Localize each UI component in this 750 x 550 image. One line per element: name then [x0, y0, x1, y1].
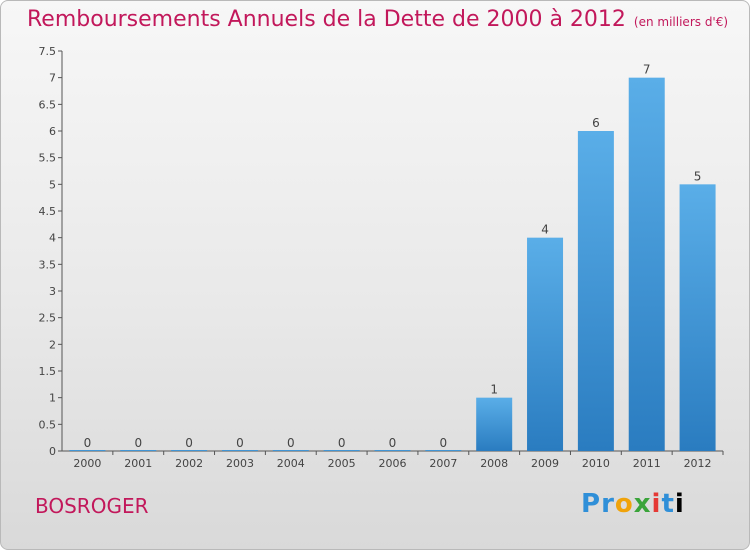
x-tick-label: 2000 [73, 457, 101, 470]
bar [679, 184, 716, 452]
x-tick-label: 2002 [175, 457, 203, 470]
bar [120, 450, 157, 451]
data-label: 0 [338, 436, 346, 450]
data-label: 5 [694, 169, 702, 183]
x-tick-label: 2006 [379, 457, 407, 470]
x-tick-label: 2004 [277, 457, 305, 470]
y-tick-label: 3 [49, 285, 56, 298]
logo-letter: i [651, 489, 662, 519]
y-tick-label: 4 [49, 232, 56, 245]
chart-title-main: Remboursements Annuels de la Dette de 20… [27, 7, 626, 32]
y-tick-label: 1 [49, 392, 56, 405]
bar [323, 450, 360, 451]
x-tick-label: 2010 [582, 457, 610, 470]
logo-letter: t [661, 489, 675, 519]
data-label: 0 [236, 436, 244, 450]
data-label: 0 [134, 436, 142, 450]
x-tick-label: 2005 [328, 457, 356, 470]
y-tick-label: 6.5 [39, 98, 57, 111]
bar [628, 77, 665, 452]
data-label: 0 [185, 436, 193, 450]
proxiti-logo: Proxiti [581, 489, 685, 519]
logo-letter: P [581, 489, 602, 519]
x-tick-label: 2003 [226, 457, 254, 470]
data-label: 0 [287, 436, 295, 450]
y-tick-label: 3.5 [39, 258, 57, 271]
y-tick-label: 0.5 [39, 418, 57, 431]
data-label: 6 [592, 116, 600, 130]
y-tick-label: 4.5 [39, 205, 57, 218]
bar [374, 450, 411, 451]
commune-name: BOSROGER [35, 494, 149, 518]
x-tick-label: 2001 [124, 457, 152, 470]
logo-letter: r [601, 489, 615, 519]
chart-title-unit: (en milliers d'€) [633, 15, 729, 29]
data-label: 1 [490, 383, 498, 397]
data-label: 0 [440, 436, 448, 450]
y-tick-label: 7.5 [39, 45, 57, 58]
y-tick-label: 6 [49, 125, 56, 138]
x-tick-label: 2008 [480, 457, 508, 470]
logo-letter: x [633, 489, 652, 519]
data-label: 0 [84, 436, 92, 450]
logo-letter: o [614, 489, 634, 519]
data-label: 7 [643, 63, 651, 77]
y-tick-label: 2 [49, 338, 56, 351]
y-tick-label: 1.5 [39, 365, 57, 378]
bar [221, 450, 258, 451]
chart-title: Remboursements Annuels de la Dette de 20… [27, 7, 728, 32]
y-tick-label: 0 [49, 445, 56, 458]
y-tick-label: 5 [49, 178, 56, 191]
bar [476, 397, 513, 451]
logo-letter: i [674, 489, 685, 519]
x-tick-label: 2012 [684, 457, 712, 470]
bar [527, 237, 564, 451]
data-label: 4 [541, 223, 549, 237]
bar [171, 450, 208, 451]
y-tick-label: 5.5 [39, 152, 57, 165]
bars: 0 0 0 0 0 0 0 0 1 4 6 7 5 [69, 63, 716, 452]
y-tick-label: 7 [49, 72, 56, 85]
bar [272, 450, 309, 451]
x-tick-label: 2011 [633, 457, 661, 470]
axes: 0 0.5 1 1.5 2 2.5 3 3.5 4 4.5 5 5.5 6 6.5 7 7.5 2000 2001… [39, 45, 724, 470]
bar [577, 131, 614, 451]
bar [425, 450, 462, 451]
bar [69, 450, 106, 451]
x-tick-label: 2007 [429, 457, 457, 470]
y-tick-label: 2.5 [39, 312, 57, 325]
data-label: 0 [389, 436, 397, 450]
x-tick-label: 2009 [531, 457, 559, 470]
